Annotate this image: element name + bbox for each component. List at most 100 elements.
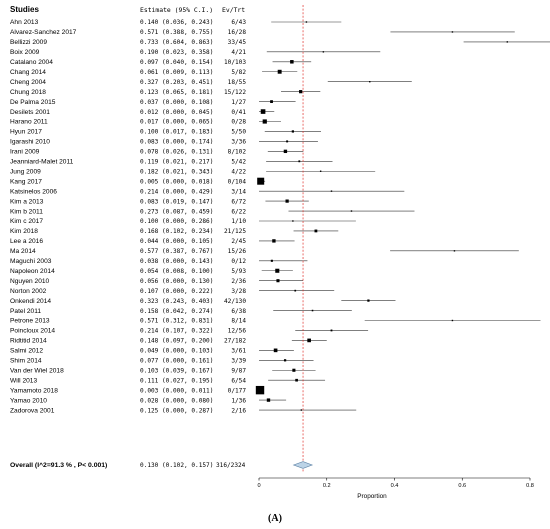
study-row: Ahn 2013 0.140 (0.036, 0.243) 6/43 <box>10 19 246 26</box>
overall-evtrt: 316/2324 <box>216 462 246 469</box>
study-name: Kim c 2017 <box>10 218 43 225</box>
study-row: Kim c 2017 0.100 (0.000, 0.286) 1/10 <box>10 218 246 225</box>
point-estimate <box>314 229 318 233</box>
overall-label: Overall (I^2=91.3 % , P< 0.001) <box>10 461 107 469</box>
study-estimate: 0.182 (0.021, 0.343) <box>140 168 213 175</box>
study-name: Kang 2017 <box>10 178 42 185</box>
study-name: Ridtitid 2014 <box>10 338 47 345</box>
study-events: 42/130 <box>224 298 246 305</box>
point-estimate <box>273 348 278 353</box>
study-row: Patel 2011 0.158 (0.042, 0.274) 6/38 <box>10 308 246 315</box>
study-events: 21/125 <box>224 228 246 235</box>
point-estimate <box>255 385 265 395</box>
study-estimate: 0.005 (0.000, 0.018) <box>140 178 213 185</box>
study-row: Jeanniard-Malet 2011 0.119 (0.021, 0.217)… <box>10 159 246 166</box>
study-name: Shim 2014 <box>10 358 42 365</box>
x-axis: 0 0.2 0.4 0.6 0.8 <box>257 477 534 489</box>
point-estimate <box>262 119 267 124</box>
study-estimate: 0.148 (0.097, 0.200) <box>140 338 213 345</box>
header-studies: Studies <box>10 5 39 14</box>
study-estimate: 0.123 (0.065, 0.181) <box>140 89 213 96</box>
point-estimate <box>292 220 294 222</box>
study-events: 6/54 <box>231 377 246 384</box>
study-row: Boix 2009 0.190 (0.023, 0.358) 4/21 <box>10 49 246 56</box>
study-estimate: 0.012 (0.000, 0.045) <box>140 109 213 116</box>
study-events: 3/28 <box>231 288 246 295</box>
point-estimate <box>350 210 353 212</box>
study-name: Yamamoto 2018 <box>10 387 58 394</box>
point-estimate <box>298 160 301 163</box>
point-estimate <box>311 309 314 312</box>
study-events: 3/36 <box>231 139 246 146</box>
study-estimate: 0.107 (0.000, 0.222) <box>140 288 213 295</box>
study-name: Lee a 2016 <box>10 238 43 245</box>
header-evtrt: Ev/Trt <box>222 6 245 14</box>
study-row: Napoleon 2014 0.054 (0.008, 0.100) 5/93 <box>10 268 246 275</box>
axis-tick-label: 0.6 <box>458 483 466 489</box>
study-estimate: 0.103 (0.039, 0.167) <box>140 367 213 374</box>
study-row: Hyun 2017 0.100 (0.017, 0.183) 5/50 <box>10 129 246 136</box>
header-estimate: Estimate (95% C.I.) <box>140 6 213 14</box>
study-name: Jeanniard-Malet 2011 <box>10 159 74 166</box>
study-name: Cheng 2004 <box>10 79 46 86</box>
study-name: Kim a 2013 <box>10 198 44 205</box>
study-events: 5/50 <box>231 129 246 136</box>
study-estimate: 0.044 (0.000, 0.105) <box>140 238 213 245</box>
study-estimate: 0.733 (0.604, 0.863) <box>140 39 213 46</box>
study-events: 2/16 <box>231 407 246 414</box>
study-events: 4/22 <box>231 168 246 175</box>
study-estimate: 0.125 (0.000, 0.287) <box>140 407 213 414</box>
study-estimate: 0.056 (0.000, 0.130) <box>140 278 213 285</box>
study-events: 1/10 <box>231 218 246 225</box>
panel-label: (A) <box>268 513 282 524</box>
study-events: 27/182 <box>224 338 246 345</box>
study-events: 3/39 <box>231 358 246 365</box>
study-events: 3/61 <box>231 348 246 355</box>
point-estimate <box>270 259 273 262</box>
study-estimate: 0.111 (0.027, 0.195) <box>140 377 213 384</box>
study-row: Catalano 2004 0.097 (0.040, 0.154) 10/103 <box>10 59 246 66</box>
forest-area <box>255 5 550 473</box>
axis-tick-label: 0.8 <box>526 483 534 489</box>
point-estimate <box>305 21 308 23</box>
study-estimate: 0.083 (0.000, 0.174) <box>140 139 213 146</box>
study-row: Will 2013 0.111 (0.027, 0.195) 6/54 <box>10 377 246 384</box>
study-row: Jung 2009 0.182 (0.021, 0.343) 4/22 <box>10 168 246 175</box>
study-events: 5/42 <box>231 159 246 166</box>
point-estimate <box>330 329 333 332</box>
study-estimate: 0.577 (0.387, 0.767) <box>140 248 213 255</box>
study-events: 9/87 <box>231 367 246 374</box>
point-estimate <box>300 409 303 411</box>
study-row: Kang 2017 0.005 (0.000, 0.018) 0/104 <box>10 178 246 185</box>
study-estimate: 0.571 (0.388, 0.755) <box>140 29 213 36</box>
study-name: Van der Wiel 2018 <box>10 367 64 374</box>
point-estimate <box>369 81 371 83</box>
point-estimate <box>292 368 296 372</box>
study-estimate: 0.190 (0.023, 0.358) <box>140 49 213 56</box>
study-row: Bellizzi 2009 0.733 (0.604, 0.863) 33/45 <box>10 39 246 46</box>
study-row: Alvarez-Sanchez 2017 0.571 (0.388, 0.755)… <box>10 29 246 36</box>
study-events: 6/22 <box>231 208 246 215</box>
study-row: Harano 2011 0.017 (0.000, 0.065) 0/28 <box>10 119 246 126</box>
study-row: Maguchi 2003 0.038 (0.000, 0.143) 0/12 <box>10 258 246 265</box>
point-estimate <box>330 190 333 192</box>
study-name: Ma 2014 <box>10 248 36 255</box>
study-row: Chang 2014 0.061 (0.009, 0.113) 5/82 <box>10 69 246 76</box>
point-estimate <box>277 69 282 74</box>
study-row: Yamamoto 2018 0.003 (0.000, 0.011) 0/177 <box>10 387 246 394</box>
study-name: Desilets 2001 <box>10 109 50 116</box>
study-row: Salmi 2012 0.049 (0.000, 0.103) 3/61 <box>10 348 246 355</box>
study-name: Hyun 2017 <box>10 129 42 136</box>
study-events: 0/41 <box>231 109 246 116</box>
study-estimate: 0.017 (0.000, 0.065) <box>140 119 213 126</box>
study-name: Napoleon 2014 <box>10 268 55 275</box>
study-estimate: 0.083 (0.019, 0.147) <box>140 198 213 205</box>
axis-tick-label: 0 <box>257 483 260 489</box>
study-events: 8/14 <box>231 318 246 325</box>
point-estimate <box>294 289 297 292</box>
study-row: Ridtitid 2014 0.148 (0.097, 0.200) 27/182 <box>10 338 246 345</box>
study-name: Ahn 2013 <box>10 19 39 26</box>
study-rows: Ahn 2013 0.140 (0.036, 0.243) 6/43 Alvarez-… <box>10 19 246 414</box>
overall-diamond <box>292 461 314 469</box>
study-row: Cheng 2004 0.327 (0.203, 0.451) 18/55 <box>10 79 246 86</box>
